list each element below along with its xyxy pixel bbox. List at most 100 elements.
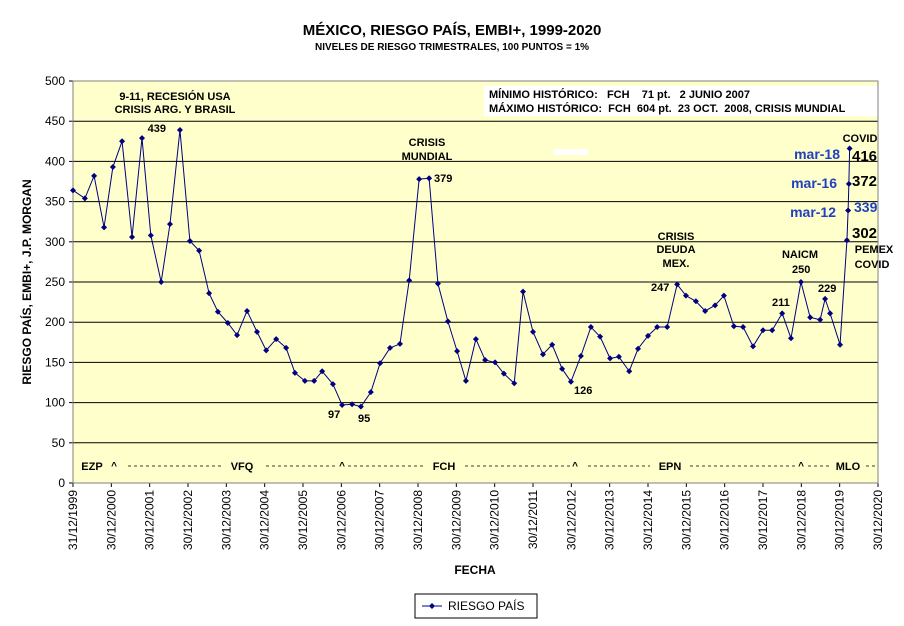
point [166,221,173,228]
value-label: 339 [854,199,878,215]
point [837,341,844,348]
legend-marker [429,603,435,609]
point [674,281,681,288]
point [597,333,604,340]
x-tick-label: 30/12/2004 [258,490,272,550]
x-tick-label: 31/12/1999 [66,490,80,550]
annotation: mar-16 [791,175,837,191]
point [91,172,98,179]
point [482,356,489,363]
point [511,380,518,387]
x-tick-label: 30/12/2008 [411,490,425,550]
point [263,347,270,354]
point [645,332,651,339]
point [283,344,290,351]
annotation: 9-11, RECESIÓN USA [119,90,230,103]
point [406,277,413,284]
value-label: 379 [434,173,452,185]
point [472,336,479,343]
annotation: FCH [433,461,456,473]
point [244,307,251,314]
point [817,316,824,323]
annotation: VFQ [231,461,254,473]
x-tick-label: 30/12/2006 [334,490,348,550]
point [377,360,384,367]
x-tick-label: 30/12/2005 [296,490,310,550]
y-tick-label: 500 [45,74,65,88]
y-tick-label: 100 [45,396,65,410]
point [416,176,423,183]
annotation: MÁXIMO HISTÓRICO: FCH 604 pt. 23 OCT. 20… [489,102,846,115]
annotation: CRISIS [658,231,695,243]
value-label: 126 [574,385,592,397]
value-label: 95 [358,413,370,425]
annotation: NAICM [782,249,818,261]
x-tick-label: 30/12/2015 [679,490,693,550]
value-label: 211 [772,297,790,309]
value-label: 416 [852,148,877,165]
annotation: ^ [798,461,804,472]
point [70,187,76,194]
annotation: COVID [843,133,878,145]
point [434,280,441,287]
point [720,292,727,299]
point [730,323,737,330]
point [214,308,221,315]
point [567,378,574,385]
x-tick-label: 30/12/2014 [641,490,655,550]
point [454,348,461,355]
annotation: ^ [111,461,117,472]
annotation: DEUDA [656,244,695,256]
point [843,237,850,244]
note-box [484,86,879,116]
chart-title: MÉXICO, RIESGO PAÍS, EMBI+, 1999-2020 [303,22,602,39]
point [492,359,499,366]
point [846,145,853,152]
point [147,232,154,239]
point [234,332,241,339]
y-tick-label: 350 [45,195,65,209]
annotation: MLO [836,461,861,473]
y-tick-label: 300 [45,235,65,249]
value-label: 439 [148,123,166,135]
x-tick-label: 30/12/2011 [526,490,540,549]
point [577,352,584,359]
point [254,328,260,335]
annotation: EZP [81,461,102,473]
point [367,389,374,396]
point [462,377,469,384]
y-tick-label: 450 [45,114,65,128]
point [387,344,394,351]
point [301,377,308,384]
point [769,327,776,334]
point [740,324,747,331]
annotation: mar-12 [790,204,836,220]
x-tick-label: 30/12/2010 [488,490,502,550]
point [539,351,546,358]
y-tick-label: 250 [45,275,65,289]
value-label: 247 [651,282,669,294]
point [139,135,145,142]
point [81,195,88,202]
point [500,370,507,377]
series-line [72,129,851,408]
point [119,138,126,145]
point [530,328,536,335]
point [664,324,671,331]
point [176,127,183,134]
x-tick-label: 30/12/2012 [564,490,578,550]
point [549,341,556,348]
x-tick-label: 30/12/2002 [181,490,195,550]
value-label: 229 [818,283,836,295]
legend-label: RIESGO PAÍS [448,598,524,613]
point [520,288,527,295]
point [822,295,829,302]
point [291,369,298,376]
y-tick-label: 400 [45,154,65,168]
y-tick-label: 0 [58,476,65,490]
point [319,368,326,375]
point [224,320,231,327]
point [349,401,356,408]
x-tick-label: 30/12/2016 [718,490,732,550]
y-tick-label: 50 [52,436,66,450]
